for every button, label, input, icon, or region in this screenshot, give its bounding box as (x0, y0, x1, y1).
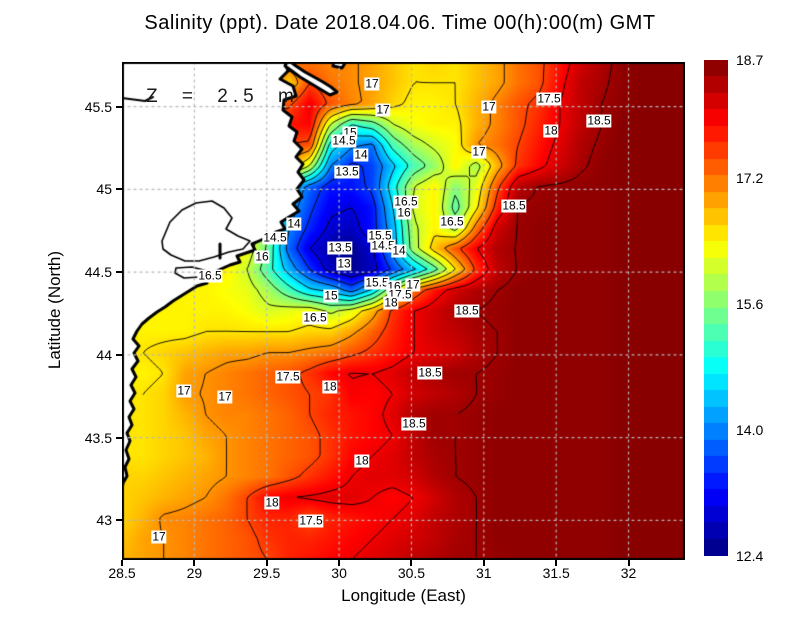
y-axis-tick (116, 188, 122, 191)
y-tick-label: 44.5 (84, 264, 112, 281)
x-axis-tick (193, 560, 196, 566)
y-tick-label: 43.5 (84, 429, 112, 446)
contour-label: 13 (336, 256, 352, 271)
y-tick-label: 43 (96, 512, 112, 529)
y-axis-label: Latitude (North) (45, 250, 64, 370)
contour-label: 18.5 (454, 303, 480, 318)
contour-label: 14.5 (262, 230, 288, 245)
colorbar-tick-label: 14.0 (736, 422, 764, 439)
x-axis-tick (482, 560, 485, 566)
contour-label: 18.5 (401, 416, 427, 431)
contour-label: 17 (375, 102, 391, 117)
contour-label: 16.5 (197, 268, 223, 283)
colorbar (704, 60, 728, 556)
x-axis-tick (338, 560, 341, 566)
x-axis-tick (627, 560, 630, 566)
contour-label: 17 (471, 144, 487, 159)
y-axis-tick (116, 271, 122, 274)
contour-label: 15 (323, 288, 339, 303)
contour-label: 15.5 (364, 275, 390, 290)
contour-label: 18.5 (501, 198, 527, 213)
contour-label: 17.5 (536, 91, 562, 106)
contour-label: 17 (176, 383, 192, 398)
x-axis-tick (410, 560, 413, 566)
y-tick-label: 45.5 (84, 98, 112, 115)
colorbar-tick-label: 18.7 (736, 52, 764, 68)
x-tick-label: 28.5 (108, 565, 136, 581)
contour-label: 17.5 (298, 513, 324, 528)
colorbar-tick-label: 17.2 (736, 170, 764, 187)
x-tick-label: 30.5 (397, 565, 426, 581)
contour-label: 18.5 (417, 365, 443, 380)
colorbar-tick-label: 12.4 (736, 548, 764, 564)
x-tick-label: 29.5 (253, 565, 281, 581)
x-axis-label: Longitude (East) (341, 586, 466, 605)
chart-title: Salinity (ppt). Date 2018.04.06. Time 00… (144, 12, 656, 34)
y-axis-tick (116, 436, 122, 439)
contour-label: 16.5 (393, 194, 419, 209)
contour-label: 18.5 (586, 113, 612, 128)
contour-label: 13.5 (334, 164, 360, 179)
contour-label: 16.5 (439, 214, 465, 229)
contour-label: 14 (353, 147, 369, 162)
contour-label: 16.5 (302, 310, 328, 325)
contour-label: 14 (286, 216, 302, 231)
contour-label: 16 (254, 249, 270, 264)
x-tick-label: 31 (476, 565, 492, 581)
x-tick-label: 29 (186, 565, 203, 581)
contour-label: 17 (364, 76, 380, 91)
salinity-field-canvas (122, 62, 685, 560)
y-axis-tick (116, 105, 122, 108)
contour-label: 17 (151, 529, 167, 544)
contour-label: 17 (405, 277, 421, 292)
x-axis-tick (555, 560, 558, 566)
contour-label: 18 (383, 295, 399, 310)
colorbar-tick-label: 15.6 (736, 296, 764, 313)
contour-label: 13.5 (327, 240, 353, 255)
contour-label: 17.5 (275, 369, 301, 384)
y-axis-tick (116, 353, 122, 356)
contour-label: 17 (481, 99, 497, 114)
y-tick-label: 44 (96, 346, 112, 363)
x-axis-tick (265, 560, 268, 566)
x-tick-label: 30 (331, 565, 347, 581)
x-axis-tick (121, 560, 123, 566)
contour-label: 16 (396, 205, 412, 220)
y-axis-tick (116, 519, 122, 522)
contour-label: 14.5 (331, 133, 357, 148)
contour-label: 14 (391, 243, 407, 258)
x-tick-label: 32 (620, 565, 637, 581)
contour-label: 18 (354, 453, 370, 468)
contour-label: 17 (217, 389, 233, 404)
contour-label: 18 (543, 123, 559, 138)
depth-annotation: Z = 2.5 m (146, 86, 299, 107)
contour-label: 14.5 (370, 238, 396, 253)
x-tick-label: 31.5 (542, 565, 570, 581)
contour-label: 18 (264, 495, 280, 510)
y-tick-label: 45 (96, 181, 112, 198)
contour-label: 18 (322, 379, 338, 394)
contour-label: 15.5 (367, 228, 393, 243)
